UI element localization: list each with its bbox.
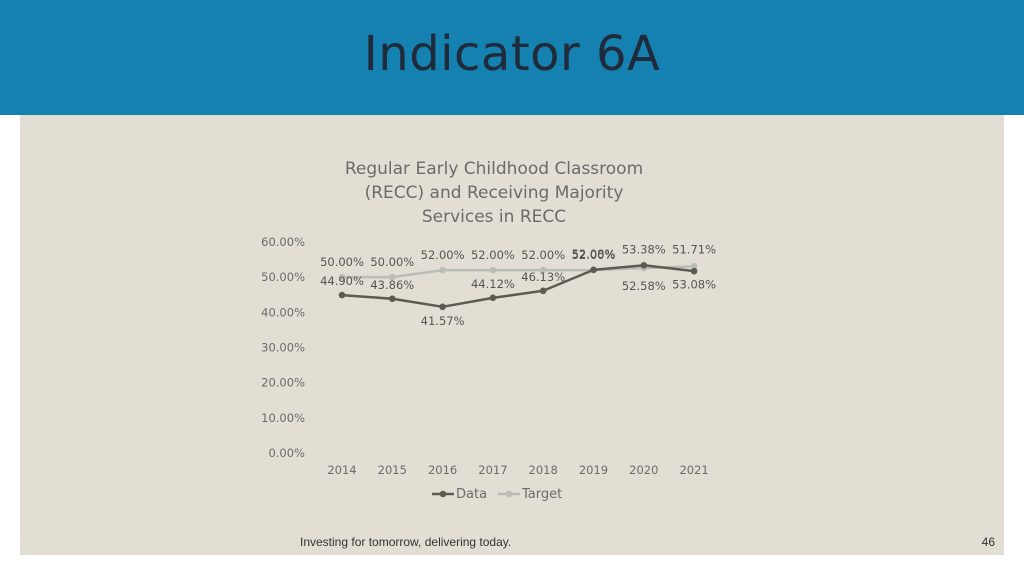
data-label-target: 52.00% (572, 248, 616, 262)
series-marker-target (439, 266, 446, 274)
chart-title-line: Services in RECC (422, 207, 566, 227)
data-label-target: 52.58% (622, 279, 666, 293)
series-line-data (341, 264, 695, 309)
data-label-data: 43.86% (370, 278, 414, 292)
series-marker-data (640, 261, 648, 269)
series-marker-data (690, 267, 698, 275)
data-label-target: 50.00% (370, 255, 414, 269)
series-layer (338, 261, 698, 311)
data-label-target: 53.08% (672, 277, 716, 291)
legend: Data Target (432, 487, 562, 502)
y-tick-label: 40.00% (261, 305, 305, 319)
series-marker-target (690, 263, 698, 270)
data-label-target: 52.00% (421, 248, 465, 262)
y-tick-label: 10.00% (261, 411, 305, 425)
series-marker-target (489, 266, 497, 274)
footer-text: Investing for tomorrow, delivering today… (300, 535, 512, 549)
data-label-target: 52.00% (521, 248, 565, 262)
data-label-data: 41.57% (421, 314, 465, 328)
data-label-data: 44.90% (320, 274, 364, 288)
legend-label-target: Target (521, 487, 562, 502)
x-tick-label: 2014 (327, 463, 356, 477)
series-marker-data (439, 303, 446, 311)
legend-marker-target (505, 490, 513, 498)
chart-title: Regular Early Childhood Classroom (RECC) … (345, 159, 643, 227)
series-line-target (342, 265, 695, 279)
x-tick-label: 2018 (529, 463, 558, 477)
data-label-data: 46.13% (521, 270, 565, 284)
x-axis-ticks: 2014 2015 2016 2017 2018 2019 2020 2021 (327, 463, 708, 477)
series-marker-target (338, 273, 346, 281)
x-tick-label: 2021 (679, 463, 708, 477)
data-labels: 50.00% 50.00% 52.00% 52.00% 52.00% 52.00% 52.5… (320, 242, 716, 328)
content-panel (20, 115, 1004, 555)
slide-title: Indicator 6A (363, 26, 661, 82)
series-marker-data (590, 266, 597, 274)
x-tick-label: 2015 (378, 463, 407, 477)
legend-label-data: Data (456, 487, 487, 502)
legend-marker-data (439, 490, 447, 498)
y-tick-label: 60.00% (261, 235, 305, 249)
data-label-target: 52.00% (471, 248, 515, 262)
data-label-target: 50.00% (320, 255, 364, 269)
series-marker-target (389, 273, 396, 281)
data-label-data: 53.38% (622, 242, 666, 256)
header-bar (0, 0, 1024, 115)
data-label-data: 44.12% (471, 277, 515, 291)
y-tick-label: 20.00% (261, 376, 305, 390)
chart-title-line: Regular Early Childhood Classroom (345, 159, 643, 179)
series-marker-data (338, 291, 346, 299)
y-tick-label: 0.00% (268, 446, 305, 460)
data-label-data: 52.08% (572, 247, 616, 261)
x-tick-label: 2020 (629, 463, 658, 477)
x-tick-label: 2017 (478, 463, 507, 477)
y-tick-label: 50.00% (261, 270, 305, 284)
series-marker-target (539, 266, 547, 274)
series-marker-data (389, 295, 396, 303)
page-number: 46 (981, 535, 995, 549)
x-tick-label: 2016 (428, 463, 457, 477)
series-marker-data (539, 287, 547, 295)
y-axis-ticks: 0.00% 10.00% 20.00% 30.00% 40.00% 50.00% 60.00… (261, 235, 305, 460)
series-marker-data (489, 294, 497, 302)
x-tick-label: 2019 (579, 463, 608, 477)
chart-title-line: (RECC) and Receiving Majority (365, 183, 624, 203)
data-label-data: 51.71% (672, 242, 716, 256)
y-tick-label: 30.00% (261, 341, 305, 355)
